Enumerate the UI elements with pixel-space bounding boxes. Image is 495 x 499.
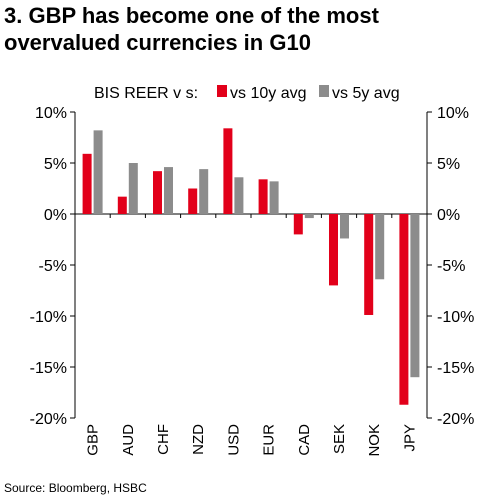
x-tick-label-eur: EUR (261, 424, 278, 456)
y-tick-label-left: 0% (44, 207, 67, 224)
y-tick-label-left: -20% (30, 411, 67, 428)
y-tick-label-right: 10% (437, 105, 469, 122)
legend-prefix: BIS REER v s: (94, 85, 198, 102)
legend-swatch-1 (217, 85, 227, 97)
x-tick-label-jpy: JPY (401, 424, 418, 452)
bar-cad-series-1 (293, 214, 303, 235)
x-tick-label-usd: USD (225, 424, 242, 456)
bar-gbp-series-2 (93, 130, 103, 214)
bar-usd-series-2 (234, 177, 244, 214)
bar-nzd-series-2 (199, 169, 209, 214)
x-tick-label-sek: SEK (331, 424, 348, 454)
chart-title-line-2: overvalued currencies in G10 (4, 30, 311, 55)
bar-gbp-series-1 (82, 153, 92, 214)
y-tick-label-right: -15% (437, 360, 474, 377)
bar-nok-series-2 (375, 214, 385, 280)
legend-swatch-2 (319, 85, 329, 97)
chart-title-line-1: 3. GBP has become one of the most (4, 3, 379, 28)
bar-jpy-series-1 (399, 214, 409, 405)
legend-label-2: vs 5y avg (332, 85, 400, 102)
bar-nzd-series-1 (188, 188, 198, 214)
bar-chf-series-2 (164, 167, 173, 214)
legend-label-1: vs 10y avg (230, 85, 306, 102)
bar-jpy-series-2 (410, 214, 420, 378)
y-tick-label-left: -5% (39, 258, 67, 275)
x-tick-label-cad: CAD (296, 424, 313, 456)
source-note: Source: Bloomberg, HSBC (4, 481, 147, 495)
chart-legend: BIS REER v s: vs 10y avg vs 5y avg (94, 85, 400, 102)
y-tick-label-left: -15% (30, 360, 67, 377)
chart-bars (82, 128, 420, 405)
bar-eur-series-2 (269, 181, 279, 214)
y-tick-label-right: -10% (437, 309, 474, 326)
x-tick-label-chf: CHF (155, 424, 172, 455)
x-tick-label-nok: NOK (366, 424, 383, 457)
bar-sek-series-1 (329, 214, 338, 286)
bar-cad-series-2 (304, 214, 314, 219)
x-tick-label-nzd: NZD (190, 424, 207, 455)
bar-eur-series-1 (258, 179, 268, 214)
y-tick-label-right: -20% (437, 411, 474, 428)
bar-sek-series-2 (340, 214, 349, 239)
bar-nok-series-1 (364, 214, 374, 315)
chart-tick-labels: 10% 10% 5% 5% 0% 0% -5% -5% -10% -10% -15% -15% -20%… (30, 105, 475, 457)
bar-usd-series-1 (223, 128, 233, 214)
bar-aud-series-1 (117, 196, 127, 214)
y-tick-label-left: -10% (30, 309, 67, 326)
chart-title: 3. GBP has become one of the most overva… (4, 2, 492, 56)
y-tick-label-right: -5% (437, 258, 465, 275)
y-tick-label-left: 10% (35, 105, 67, 122)
bar-chf-series-1 (153, 171, 162, 214)
bar-aud-series-2 (128, 163, 138, 214)
bar-chart: BIS REER v s: vs 10y avg vs 5y avg 10% 10% 5… (30, 85, 475, 457)
y-tick-label-right: 5% (437, 156, 460, 173)
y-tick-label-right: 0% (437, 207, 460, 224)
x-tick-label-aud: AUD (120, 424, 137, 456)
y-tick-label-left: 5% (44, 156, 67, 173)
x-tick-label-gbp: GBP (85, 424, 102, 456)
